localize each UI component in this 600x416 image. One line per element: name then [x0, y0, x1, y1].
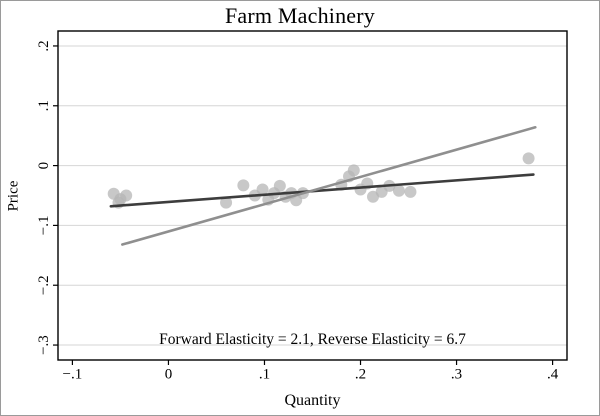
y-tick-label: .1 — [36, 100, 52, 111]
scatter-point — [256, 183, 269, 196]
scatter-point — [220, 196, 233, 209]
elasticity-annotation: Forward Elasticity = 2.1, Reverse Elasti… — [159, 331, 466, 348]
x-tick-label: −.1 — [63, 367, 83, 383]
scatter-point — [273, 179, 286, 192]
reverse-elasticity-fit-line — [109, 173, 535, 208]
scatter-point — [522, 152, 535, 165]
x-tick-label: .4 — [547, 367, 559, 383]
scatter-point — [392, 184, 405, 197]
x-axis-title: Quantity — [284, 392, 341, 409]
y-tick-label: −.2 — [36, 275, 52, 295]
y-tick-label: −.3 — [36, 335, 52, 355]
scatter-point — [120, 189, 133, 202]
x-tick-label: .2 — [355, 367, 366, 383]
y-tick-label: .2 — [36, 40, 52, 51]
scatter-point — [404, 185, 417, 198]
forward-elasticity-fit-line — [121, 126, 537, 246]
y-tick-label: 0 — [36, 162, 52, 170]
x-tick-label: .3 — [451, 367, 462, 383]
chart-title: Farm Machinery — [224, 3, 376, 28]
y-axis-title: Price — [5, 180, 22, 212]
scatter-point — [347, 164, 360, 177]
x-tick-label: .1 — [259, 367, 270, 383]
plot-frame — [57, 30, 568, 361]
x-tick-label: 0 — [165, 367, 173, 383]
scatter-point — [237, 179, 250, 192]
y-tick-label: −.1 — [36, 216, 52, 236]
